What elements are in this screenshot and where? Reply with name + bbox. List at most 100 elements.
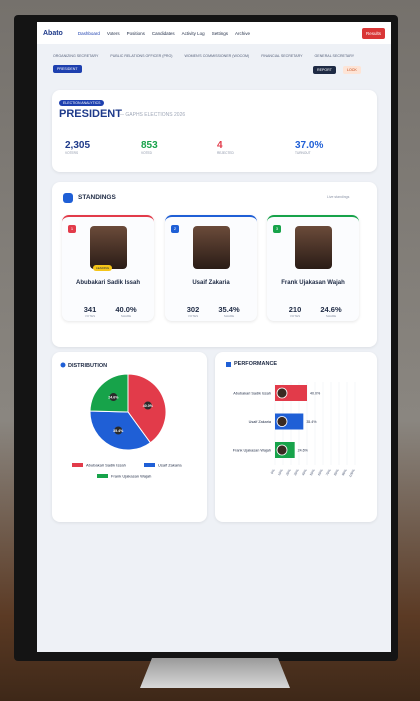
tab[interactable]: PRESIDENT bbox=[53, 65, 82, 73]
charts: DISTRIBUTION 40.0% 35.4% 24.6% Abubakari Sad… bbox=[60, 361, 356, 479]
rank: 3 bbox=[273, 225, 281, 233]
performance-card bbox=[215, 352, 377, 522]
legend-label: Abubakari Sadik Issah bbox=[86, 462, 126, 467]
votes: 341 VOTES bbox=[70, 305, 110, 318]
x-tick-label: 70% bbox=[325, 469, 332, 477]
stat-label: VOTED bbox=[141, 151, 152, 155]
candidate-name: Usaif Zakaria bbox=[192, 280, 230, 286]
nav-item[interactable]: Dashboard bbox=[77, 30, 100, 36]
label-dot bbox=[109, 393, 118, 402]
votes: 302 VOTES bbox=[173, 305, 213, 318]
stat: 853 VOTED bbox=[141, 140, 211, 155]
tab[interactable]: WOMEN'S COMMISSIONER (WOCOM) bbox=[184, 54, 250, 58]
share-value: 40.0% bbox=[115, 305, 137, 314]
bar-value-label: 24.6% bbox=[298, 448, 309, 452]
share: 24.6% SHARE bbox=[311, 305, 351, 318]
bar-value-label: 35.4% bbox=[306, 420, 317, 424]
votes-value: 302 bbox=[186, 305, 200, 314]
legend-swatch bbox=[97, 474, 108, 478]
x-tick-label: 30% bbox=[293, 469, 300, 477]
header-subtitle: — GAPHS ELECTIONS 2026 bbox=[119, 112, 186, 118]
nav-item[interactable]: Voters bbox=[106, 30, 120, 36]
legend-label: Frank Ujakasan Wajah bbox=[111, 473, 151, 478]
stat-value: 37.0% bbox=[295, 140, 324, 151]
x-tick-label: 40% bbox=[301, 469, 308, 477]
nav-item[interactable]: Archive bbox=[234, 30, 250, 36]
votes-label: VOTES bbox=[187, 314, 199, 318]
photo bbox=[193, 226, 230, 269]
header-card bbox=[52, 90, 377, 172]
rank: 2 bbox=[171, 225, 179, 233]
votes: 210 VOTES bbox=[275, 305, 315, 318]
title-icon bbox=[226, 362, 231, 367]
category-label: Frank Ujakasan Wajah bbox=[233, 448, 271, 452]
chart-title: DISTRIBUTION bbox=[68, 363, 107, 369]
share-label: SHARE bbox=[325, 314, 337, 318]
stat: 4 REJECTED bbox=[217, 140, 287, 155]
share-label: SHARE bbox=[223, 314, 235, 318]
nav-item[interactable]: Candidates bbox=[151, 30, 175, 36]
results-button[interactable]: Results bbox=[361, 27, 385, 39]
votes-label: VOTES bbox=[84, 314, 96, 318]
slice-label: 40.0% bbox=[143, 404, 154, 408]
legend-label: Usaif Zakaria bbox=[158, 462, 182, 467]
x-tick-label: 10% bbox=[277, 469, 284, 477]
stat-label: REJECTED bbox=[217, 151, 234, 155]
candidate-card: 3 Frank Ujakasan Wajah 210 VOTES 24.6% SHA… bbox=[267, 215, 359, 321]
share-label: SHARE bbox=[120, 314, 132, 318]
stat-label: VOTERS bbox=[65, 151, 79, 155]
legend-swatch bbox=[72, 463, 83, 467]
chart-title: PERFORMANCE bbox=[234, 361, 277, 367]
candidate-name: Frank Ujakasan Wajah bbox=[281, 280, 345, 286]
candidate-card: 2 Usaif Zakaria 302 VOTES 35.4% SHARE bbox=[165, 215, 257, 321]
stat: 37.0% TURNOUT bbox=[295, 140, 365, 155]
nav-item[interactable]: Activity Log bbox=[181, 30, 205, 36]
stat-value: 853 bbox=[141, 140, 158, 151]
x-tick-label: 90% bbox=[341, 469, 348, 477]
category-label: Usaif Zakaria bbox=[249, 420, 272, 424]
category-label: Abubakari Sadik Issah bbox=[233, 391, 271, 395]
legend-swatch bbox=[144, 463, 155, 467]
tab[interactable]: GENERAL SECRETARY bbox=[314, 54, 355, 58]
label-dot bbox=[114, 426, 123, 435]
x-tick-label: 0% bbox=[270, 469, 276, 475]
tab[interactable]: FINANCIAL SECRETARY bbox=[261, 54, 303, 58]
share-value: 35.4% bbox=[218, 305, 240, 314]
monitor-stand bbox=[140, 658, 290, 688]
x-tick-label: 80% bbox=[333, 469, 340, 477]
share: 40.0% SHARE bbox=[106, 305, 146, 318]
header-badge: ELECTION ANALYTICS bbox=[59, 100, 105, 106]
lock-button[interactable]: LOCK bbox=[343, 66, 361, 74]
bar-value-label: 40.0% bbox=[310, 391, 321, 395]
tab[interactable]: ORGANIZING SECRETARY bbox=[53, 54, 99, 58]
report-button[interactable]: REPORT bbox=[313, 66, 336, 74]
nav-item[interactable]: Positions bbox=[126, 30, 145, 36]
share: 35.4% SHARE bbox=[209, 305, 249, 318]
stat-value: 2,305 bbox=[65, 140, 91, 151]
photo bbox=[295, 226, 332, 269]
stat: 2,305 VOTERS bbox=[65, 140, 135, 155]
tab[interactable]: PUBLIC RELATIONS OFFICER (PRO) bbox=[110, 54, 173, 58]
votes-value: 341 bbox=[83, 305, 97, 314]
bar-avatar bbox=[276, 416, 288, 427]
x-tick-label: 60% bbox=[317, 469, 324, 477]
slice-label: 24.6% bbox=[108, 395, 119, 399]
candidate-name: Abubakari Sadik Issah bbox=[75, 280, 141, 286]
photo bbox=[90, 226, 127, 269]
brand[interactable]: Abato bbox=[43, 29, 63, 37]
x-tick-label: 100% bbox=[348, 469, 356, 479]
screen: Abato Dashboard Voters Positions Candida… bbox=[37, 22, 391, 652]
standings-icon bbox=[63, 193, 73, 203]
title-icon bbox=[60, 362, 66, 368]
stat-label: TURNOUT bbox=[295, 151, 311, 155]
slice-label: 35.4% bbox=[113, 429, 124, 433]
nav-bar: Abato Dashboard Voters Positions Candida… bbox=[37, 22, 391, 44]
share-value: 24.6% bbox=[320, 305, 342, 314]
x-tick-label: 50% bbox=[309, 469, 316, 477]
bar-avatar bbox=[276, 444, 288, 456]
pie-slice bbox=[89, 373, 129, 413]
rank: 1 bbox=[68, 225, 76, 233]
nav-item[interactable]: Settings bbox=[211, 30, 228, 36]
standings-title: STANDINGS bbox=[78, 194, 116, 201]
